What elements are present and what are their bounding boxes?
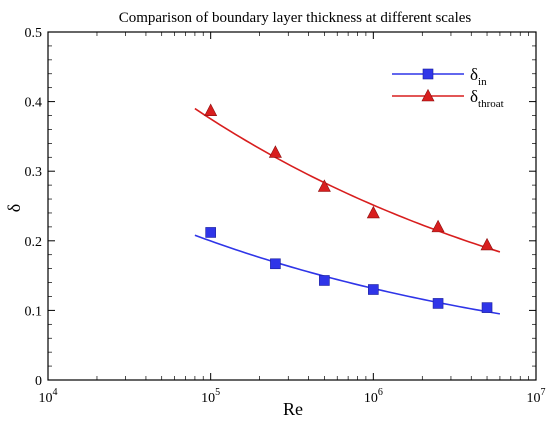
legend-label-inlet: δin <box>470 65 487 88</box>
data-point-throat <box>204 103 218 116</box>
data-point-inlet <box>205 227 216 238</box>
y-tick-label: 0.1 <box>25 304 43 319</box>
data-point-inlet <box>270 258 281 270</box>
data-point-throat <box>431 219 445 233</box>
axes: 0 0.1 0.2 0.3 0.4 0.5 104 105 106 107 <box>25 26 546 406</box>
y-tick-label: 0 <box>35 374 42 389</box>
y-tick-label: 0.4 <box>25 96 43 111</box>
data-point-throat <box>317 179 331 192</box>
legend-label-throat: δthroat <box>470 87 504 110</box>
y-tick-label: 0.5 <box>25 26 43 41</box>
plot-frame <box>47 31 537 381</box>
data-point-inlet <box>432 298 444 309</box>
y-tick-label: 0.2 <box>25 235 43 250</box>
x-tick-label: 104 <box>39 387 58 406</box>
y-axis-label: δ <box>4 204 24 212</box>
data-point-inlet <box>481 302 493 313</box>
data-point-inlet <box>319 275 330 286</box>
x-axis-label: Re <box>283 399 303 419</box>
data-point-inlet <box>368 284 379 295</box>
series-line-inlet <box>194 234 501 315</box>
legend-marker-inlet <box>422 68 434 80</box>
x-tick-label: 106 <box>364 387 383 406</box>
chart-title: Comparison of boundary layer thickness a… <box>119 10 472 26</box>
data-point-throat <box>480 237 494 251</box>
y-tick-label: 0.3 <box>25 165 43 180</box>
x-tick-label: 105 <box>201 387 220 406</box>
data-point-throat <box>268 145 282 158</box>
x-tick-label: 107 <box>527 387 546 406</box>
series-layer <box>194 103 501 315</box>
legend-marker-throat <box>421 88 435 102</box>
series-line-throat <box>194 107 501 253</box>
data-point-throat <box>366 205 380 219</box>
